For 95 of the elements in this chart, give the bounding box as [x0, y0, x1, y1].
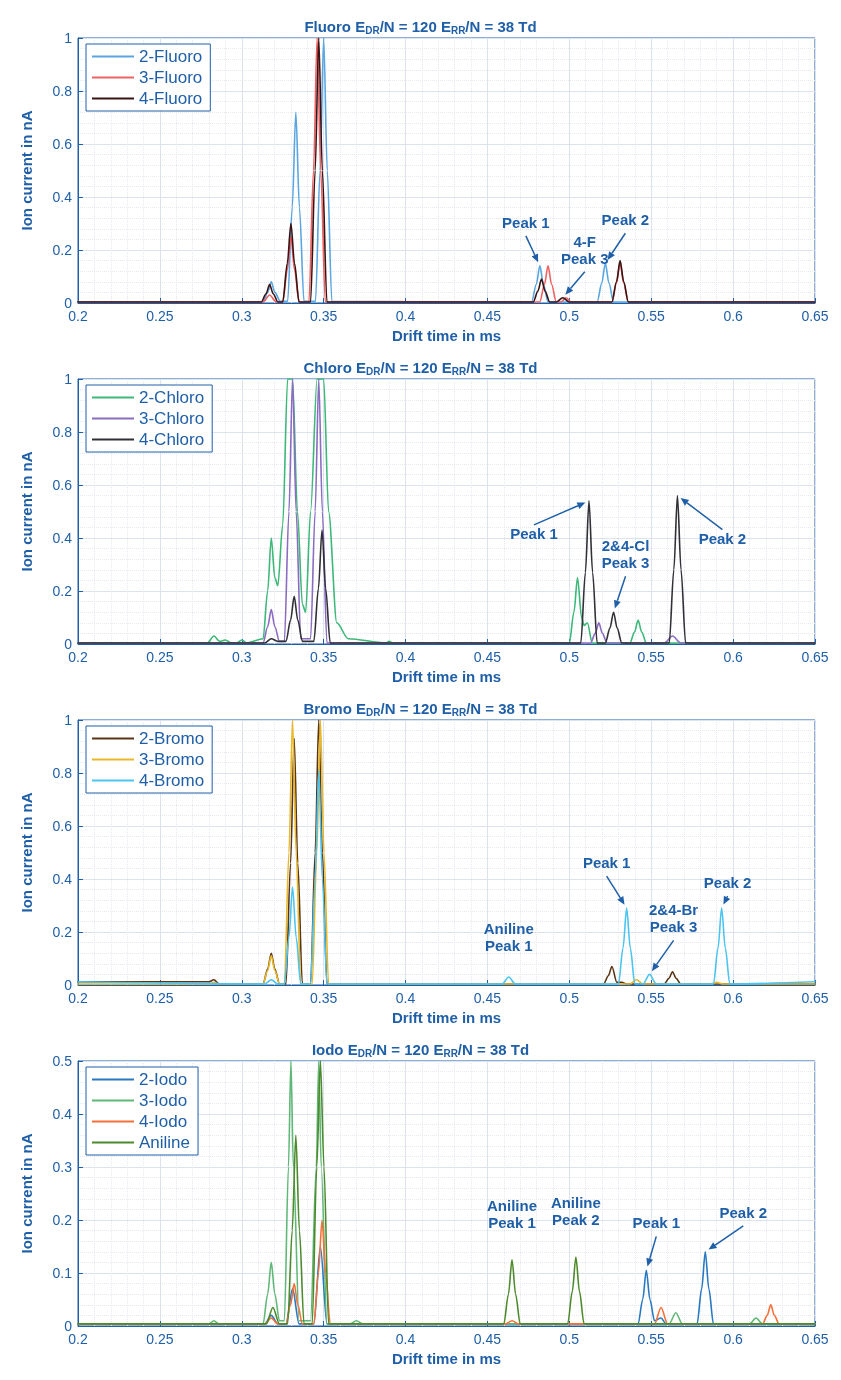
- x-axis-title: Drift time in ms: [391, 1349, 502, 1367]
- y-tick-label: 0: [64, 295, 73, 311]
- x-tick-label: 0.4: [395, 990, 416, 1006]
- x-tick-label: 0.45: [473, 649, 502, 665]
- y-tick-label: 0.3: [52, 1159, 73, 1175]
- y-tick-label: 0.4: [52, 871, 73, 887]
- y-tick-label: 0.8: [52, 765, 73, 781]
- y-tick-label: 0.5: [52, 1053, 73, 1069]
- x-tick-label: 0.65: [801, 1331, 829, 1347]
- annotation: 2&4-Br Peak 3: [648, 901, 699, 936]
- annotation: Peak 2: [703, 874, 752, 892]
- legend-label: 3-Fluoro: [139, 68, 203, 87]
- legend-label: 4-Iodo: [139, 1112, 188, 1131]
- y-tick-label: 0: [64, 977, 73, 993]
- x-tick-label: 0.25: [146, 308, 174, 324]
- legend-label: 2-Iodo: [139, 1070, 188, 1089]
- x-tick-label: 0.65: [801, 649, 829, 665]
- legend-label: 3-Iodo: [139, 1091, 188, 1110]
- y-tick-label: 0: [64, 636, 73, 652]
- x-tick-label: 0.5: [559, 308, 580, 324]
- annotation: Peak 1: [632, 1214, 681, 1232]
- x-tick-label: 0.3: [232, 649, 252, 665]
- y-tick-label: 1: [64, 30, 73, 46]
- x-tick-label: 0.45: [473, 990, 502, 1006]
- y-tick-label: 0.6: [52, 136, 73, 152]
- y-axis-title: Ion current in nA: [18, 792, 35, 913]
- x-tick-label: 0.55: [637, 649, 666, 665]
- x-tick-label: 0.25: [146, 1331, 174, 1347]
- legend-label: 2-Fluoro: [139, 47, 203, 66]
- x-tick-label: 0.5: [559, 649, 580, 665]
- x-tick-label: 0.35: [310, 1331, 338, 1347]
- x-tick-label: 0.45: [473, 1331, 502, 1347]
- annotation: Peak 1: [510, 524, 558, 542]
- y-tick-label: 0.4: [52, 189, 73, 205]
- annotation: 2&4-Cl Peak 3: [601, 537, 650, 572]
- annotation: Peak 1: [502, 213, 550, 231]
- annotation: Peak 2: [719, 1203, 768, 1221]
- y-tick-label: 0.6: [52, 818, 73, 834]
- annotation: 4-F Peak 3: [561, 232, 609, 267]
- x-tick-label: 0.6: [723, 649, 744, 665]
- x-tick-label: 0.3: [232, 308, 252, 324]
- annotation: Aniline Peak 1: [483, 920, 534, 955]
- y-tick-label: 1: [64, 712, 73, 728]
- x-tick-label: 0.6: [723, 1331, 744, 1347]
- x-tick-label: 0.6: [723, 308, 744, 324]
- y-tick-label: 1: [64, 371, 73, 387]
- x-axis-title: Drift time in ms: [391, 667, 502, 685]
- y-axis-title: Ion current in nA: [18, 451, 35, 572]
- x-tick-label: 0.25: [146, 990, 174, 1006]
- x-tick-label: 0.35: [310, 990, 338, 1006]
- x-tick-label: 0.4: [395, 649, 416, 665]
- x-tick-label: 0.5: [559, 990, 580, 1006]
- y-tick-label: 0.8: [52, 424, 73, 440]
- y-tick-label: 0.8: [52, 83, 73, 99]
- x-tick-label: 0.6: [723, 990, 744, 1006]
- annotation: Aniline Peak 2: [550, 1194, 601, 1229]
- x-tick-label: 0.55: [637, 990, 666, 1006]
- annotation: Aniline Peak 1: [487, 1196, 538, 1231]
- x-tick-label: 0.25: [146, 649, 174, 665]
- legend-label: 2-Chloro: [139, 388, 205, 407]
- x-tick-label: 0.3: [232, 1331, 252, 1347]
- y-tick-label: 0.4: [52, 530, 73, 546]
- x-tick-label: 0.55: [637, 308, 666, 324]
- legend-label: 4-Bromo: [139, 771, 205, 790]
- x-tick-label: 0.4: [395, 308, 416, 324]
- annotation: Peak 2: [698, 529, 747, 547]
- y-tick-label: 0.2: [52, 583, 73, 599]
- annotation: Peak 2: [601, 211, 650, 229]
- legend-label: 2-Bromo: [139, 729, 205, 748]
- y-tick-label: 0.4: [52, 1106, 73, 1122]
- legend-label: 3-Bromo: [139, 750, 205, 769]
- y-tick-label: 0.2: [52, 1212, 73, 1228]
- annotation: Peak 1: [582, 854, 631, 872]
- legend-label: Aniline: [139, 1133, 191, 1152]
- x-tick-label: 0.65: [801, 308, 829, 324]
- y-axis-title: Ion current in nA: [18, 110, 35, 231]
- x-axis-title: Drift time in ms: [391, 326, 502, 344]
- legend-label: 4-Fluoro: [139, 89, 203, 108]
- y-tick-label: 0.2: [52, 242, 73, 258]
- y-tick-label: 0.1: [52, 1265, 73, 1281]
- legend-label: 4-Chloro: [139, 430, 205, 449]
- x-tick-label: 0.45: [473, 308, 502, 324]
- x-tick-label: 0.5: [559, 1331, 580, 1347]
- x-tick-label: 0.55: [637, 1331, 666, 1347]
- x-tick-label: 0.65: [801, 990, 829, 1006]
- legend-label: 3-Chloro: [139, 409, 205, 428]
- x-axis-title: Drift time in ms: [391, 1008, 502, 1026]
- y-axis-title: Ion current in nA: [18, 1133, 35, 1254]
- y-tick-label: 0.6: [52, 477, 73, 493]
- y-tick-label: 0: [64, 1318, 73, 1334]
- y-tick-label: 0.2: [52, 924, 73, 940]
- x-tick-label: 0.35: [310, 308, 338, 324]
- x-tick-label: 0.4: [395, 1331, 416, 1347]
- x-tick-label: 0.3: [232, 990, 252, 1006]
- x-tick-label: 0.35: [310, 649, 338, 665]
